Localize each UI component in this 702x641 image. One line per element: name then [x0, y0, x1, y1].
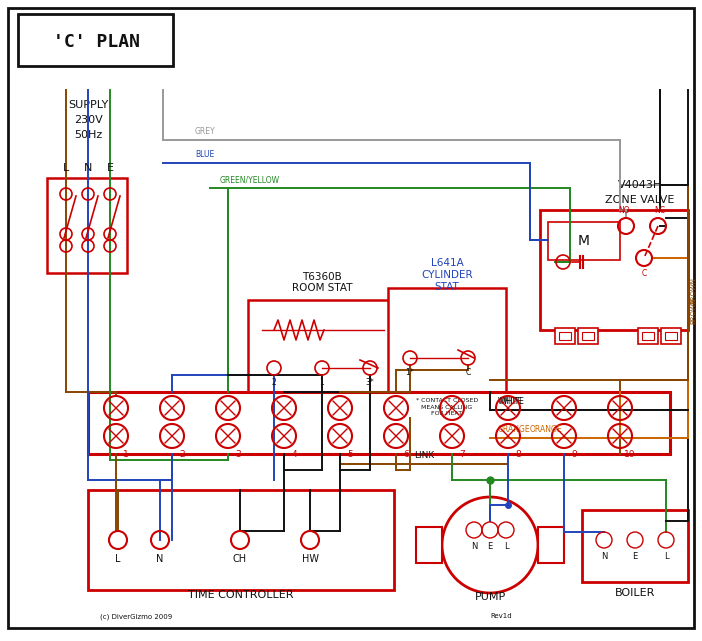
- Text: Rev1d: Rev1d: [490, 613, 512, 619]
- Text: WHITE: WHITE: [500, 397, 525, 406]
- Text: SUPPLY
230V
50Hz: SUPPLY 230V 50Hz: [68, 100, 108, 140]
- Text: L: L: [63, 163, 69, 173]
- Text: TIME CONTROLLER: TIME CONTROLLER: [188, 590, 293, 600]
- Text: 2: 2: [179, 450, 185, 459]
- FancyBboxPatch shape: [388, 288, 506, 418]
- Text: L641A: L641A: [430, 258, 463, 268]
- FancyBboxPatch shape: [661, 328, 681, 344]
- Text: HW: HW: [301, 554, 319, 564]
- Text: T6360B: T6360B: [302, 272, 342, 282]
- Text: NC: NC: [654, 206, 665, 215]
- Text: WHITE: WHITE: [498, 397, 523, 406]
- Text: 'C' PLAN: 'C' PLAN: [53, 33, 140, 51]
- Text: E: E: [633, 552, 637, 561]
- Text: 2: 2: [272, 378, 277, 387]
- Text: STAT: STAT: [435, 282, 459, 292]
- Text: NO: NO: [618, 206, 630, 215]
- FancyBboxPatch shape: [555, 328, 575, 344]
- Text: ROOM STAT: ROOM STAT: [292, 283, 352, 293]
- Text: * CONTACT CLOSED
MEANS CALLING
FOR HEAT: * CONTACT CLOSED MEANS CALLING FOR HEAT: [416, 398, 478, 416]
- FancyBboxPatch shape: [18, 14, 173, 66]
- FancyBboxPatch shape: [548, 222, 620, 260]
- Text: LINK: LINK: [414, 451, 434, 460]
- Text: N: N: [471, 542, 477, 551]
- FancyBboxPatch shape: [416, 527, 442, 563]
- Text: 10: 10: [624, 450, 636, 459]
- Text: 6: 6: [403, 450, 409, 459]
- FancyBboxPatch shape: [582, 510, 688, 582]
- Text: E: E: [487, 542, 493, 551]
- Text: 1*: 1*: [406, 368, 414, 377]
- Text: 9: 9: [571, 450, 577, 459]
- Text: (c) DiverGizmo 2009: (c) DiverGizmo 2009: [100, 613, 172, 619]
- FancyBboxPatch shape: [642, 332, 654, 340]
- Text: 1: 1: [123, 450, 129, 459]
- Text: 4: 4: [291, 450, 297, 459]
- Text: L: L: [504, 542, 508, 551]
- FancyBboxPatch shape: [47, 178, 127, 273]
- Text: L: L: [115, 554, 121, 564]
- FancyBboxPatch shape: [8, 8, 694, 628]
- Text: N: N: [601, 552, 607, 561]
- Text: BROWN: BROWN: [690, 276, 696, 303]
- Text: BOILER: BOILER: [615, 588, 655, 598]
- Text: GREY: GREY: [195, 127, 216, 136]
- FancyBboxPatch shape: [88, 490, 394, 590]
- Text: V4043H: V4043H: [618, 180, 662, 190]
- Text: ORANGE: ORANGE: [498, 425, 531, 434]
- FancyBboxPatch shape: [248, 300, 396, 400]
- FancyBboxPatch shape: [582, 332, 594, 340]
- FancyBboxPatch shape: [540, 210, 688, 330]
- Text: N: N: [84, 163, 92, 173]
- Text: C: C: [465, 368, 470, 377]
- Text: CYLINDER: CYLINDER: [421, 270, 473, 280]
- Text: E: E: [107, 163, 114, 173]
- Text: 1: 1: [319, 378, 324, 387]
- Text: ZONE VALVE: ZONE VALVE: [605, 195, 675, 205]
- Text: 3: 3: [235, 450, 241, 459]
- FancyBboxPatch shape: [665, 332, 677, 340]
- FancyBboxPatch shape: [538, 527, 564, 563]
- Text: CH: CH: [233, 554, 247, 564]
- Text: PUMP: PUMP: [475, 592, 505, 602]
- Text: M: M: [578, 234, 590, 248]
- FancyBboxPatch shape: [559, 332, 571, 340]
- Text: 3*: 3*: [366, 378, 374, 387]
- FancyBboxPatch shape: [578, 328, 598, 344]
- FancyBboxPatch shape: [638, 328, 658, 344]
- Text: ORANGE: ORANGE: [530, 425, 562, 434]
- Text: 8: 8: [515, 450, 521, 459]
- Text: N: N: [157, 554, 164, 564]
- Text: 5: 5: [347, 450, 353, 459]
- Text: BLUE: BLUE: [195, 150, 214, 159]
- Text: C: C: [642, 269, 647, 278]
- Text: L: L: [663, 552, 668, 561]
- Text: GREEN/YELLOW: GREEN/YELLOW: [220, 175, 280, 184]
- Text: 7: 7: [459, 450, 465, 459]
- FancyBboxPatch shape: [88, 392, 670, 454]
- Text: BROWN: BROWN: [690, 297, 696, 324]
